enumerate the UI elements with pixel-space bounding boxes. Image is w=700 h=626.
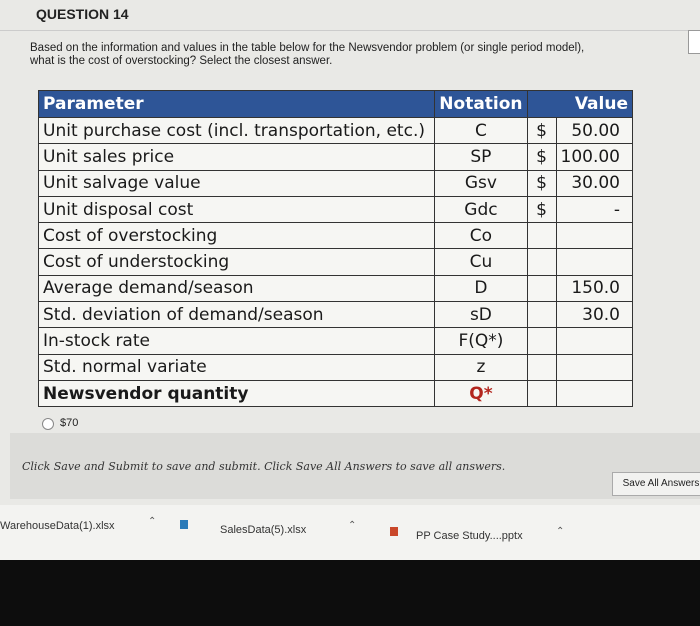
header-cell: Parameter — [37, 90, 436, 118]
table-row: Std. deviation of demand/season sD 30.0 — [37, 301, 634, 329]
table-row: Unit sales price SP $100.00 — [37, 143, 634, 171]
text-line: what is the cost of overstocking? Select… — [30, 55, 333, 67]
parameter-cell: Unit sales price — [37, 143, 436, 171]
table-row: In-stock rate F(Q*) — [37, 327, 634, 355]
chevron[interactable]: ⌃ — [556, 526, 565, 537]
parameter-table: Parameter Notation Value Unit purchase c… — [37, 90, 634, 408]
submit-panel — [10, 433, 700, 499]
currency-cell — [526, 222, 557, 250]
save-all-button[interactable]: Save All Answers — [612, 472, 700, 496]
parameter-cell: Newsvendor quantity — [37, 379, 436, 408]
file-icon — [390, 527, 398, 536]
notation-cell: Gdc — [434, 195, 528, 224]
notation-cell: C — [434, 116, 528, 145]
file-icon — [180, 520, 188, 529]
question-header — [0, 0, 700, 31]
parameter-cell: In-stock rate — [37, 327, 436, 355]
download-item[interactable]: SalesData(5).xlsx — [220, 524, 307, 536]
screen-bezel — [0, 560, 700, 626]
notation-cell: D — [434, 274, 528, 303]
currency-cell: $ — [526, 195, 557, 224]
question-text: Based on the information and values in t… — [30, 42, 584, 68]
notation-cell: Cu — [434, 248, 528, 276]
header-row: Parameter Notation Value — [37, 90, 634, 118]
value-cell: 100.00 — [555, 143, 634, 171]
table-row: Unit purchase cost (incl. transportation… — [37, 116, 634, 145]
currency-cell — [526, 353, 557, 381]
header-cell: Value — [526, 90, 634, 118]
header-cell: Notation — [434, 90, 528, 118]
question-title: QUESTION 14 — [36, 6, 129, 22]
parameter-cell: Unit salvage value — [37, 169, 436, 197]
currency-cell: $ — [526, 143, 557, 171]
value-cell: 150.0 — [555, 274, 634, 303]
value-cell: 30.00 — [555, 169, 634, 197]
value-cell: 50.00 — [555, 116, 634, 145]
notation-cell: Gsv — [434, 169, 528, 197]
currency-cell — [526, 379, 557, 408]
notation-cell: SP — [434, 143, 528, 171]
chevron[interactable]: ⌃ — [148, 516, 157, 527]
download-bar — [0, 505, 700, 560]
parameter-cell: Cost of understocking — [37, 248, 436, 276]
notation-cell: F(Q*) — [434, 327, 528, 355]
parameter-cell: Unit disposal cost — [37, 195, 436, 224]
currency-cell — [526, 274, 557, 303]
parameter-cell: Std. normal variate — [37, 353, 436, 381]
table-row: Unit salvage value Gsv $30.00 — [37, 169, 634, 197]
table-row: Cost of understocking Cu — [37, 248, 634, 276]
value-cell — [555, 248, 634, 276]
parameter-cell: Average demand/season — [37, 274, 436, 303]
parameter-cell: Unit purchase cost (incl. transportation… — [37, 116, 436, 145]
currency-cell — [526, 248, 557, 276]
option-label[interactable]: $70 — [60, 417, 79, 429]
download-item[interactable]: PP Case Study....pptx — [416, 530, 523, 542]
currency-cell — [526, 301, 557, 329]
value-cell — [555, 379, 634, 408]
radio-button[interactable] — [42, 418, 54, 430]
scroll-tab — [688, 30, 700, 54]
table-row: Std. normal variate z — [37, 353, 634, 381]
table-row: Unit disposal cost Gdc $ - — [37, 195, 634, 224]
currency-cell: $ — [526, 116, 557, 145]
notation-cell: z — [434, 353, 528, 381]
value-cell — [555, 353, 634, 381]
table-row: Cost of overstocking Co — [37, 222, 634, 250]
value-cell: - — [555, 195, 634, 224]
value-cell: 30.0 — [555, 301, 634, 329]
text-line: Based on the information and values in t… — [30, 42, 585, 54]
instruction: Click Save and Submit to save and submit… — [22, 460, 506, 473]
table-row: Newsvendor quantity Q* — [37, 379, 634, 408]
notation-cell: Q* — [434, 379, 528, 408]
currency-cell: $ — [526, 169, 557, 197]
parameter-cell: Std. deviation of demand/season — [37, 301, 436, 329]
notation-cell: sD — [434, 301, 528, 329]
parameter-cell: Cost of overstocking — [37, 222, 436, 250]
download-item[interactable]: WarehouseData(1).xlsx — [0, 520, 115, 532]
table-row: Average demand/season D 150.0 — [37, 274, 634, 303]
value-cell — [555, 222, 634, 250]
chevron[interactable]: ⌃ — [348, 520, 357, 531]
notation-cell: Co — [434, 222, 528, 250]
value-cell — [555, 327, 634, 355]
currency-cell — [526, 327, 557, 355]
